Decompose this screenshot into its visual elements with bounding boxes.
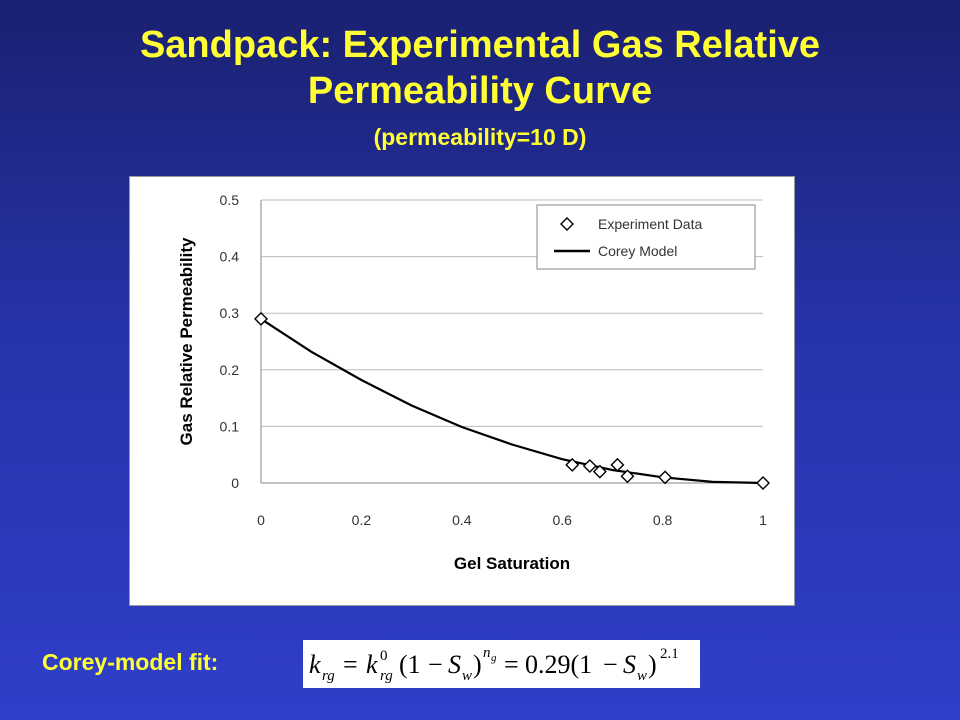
formula-w-sub2: w bbox=[637, 668, 647, 684]
corey-model-line bbox=[260, 317, 764, 485]
legend-box bbox=[536, 204, 756, 270]
formula-minus2: − bbox=[603, 650, 618, 679]
fit-label: Corey-model fit: bbox=[42, 649, 219, 675]
x-tick-label: 0.8 bbox=[653, 512, 673, 528]
formula-n-sup: n bbox=[483, 645, 491, 661]
formula-S1: S bbox=[448, 650, 461, 679]
legend-marker-experiment bbox=[560, 217, 574, 231]
y-tick-label: 0.4 bbox=[220, 249, 240, 265]
experiment-data-point bbox=[620, 469, 635, 484]
formula-k0: k bbox=[366, 650, 378, 679]
experiment-data-point bbox=[254, 311, 268, 326]
formula-rg-sub2: rg bbox=[380, 668, 393, 684]
x-tick-label: 0.2 bbox=[352, 512, 372, 528]
y-tick-label: 0.1 bbox=[220, 418, 240, 434]
experiment-data-point bbox=[610, 457, 625, 472]
permeability-chart: 0 0.1 0.2 0.3 0.4 0.5 0 0.2 0.4 0.6 0.8 1 Gel Satura… bbox=[177, 192, 770, 573]
x-axis-title: Gel Saturation bbox=[454, 554, 570, 573]
formula-w-sub1: w bbox=[462, 668, 472, 684]
formula-rg-sub: rg bbox=[322, 668, 335, 684]
slide-title-line2: Permeability Curve bbox=[307, 70, 653, 112]
formula-S2: S bbox=[623, 650, 636, 679]
formula-coef: 0.29(1 bbox=[525, 650, 592, 679]
chart-panel: 0 0.1 0.2 0.3 0.4 0.5 0 0.2 0.4 0.6 0.8 1 Gel Satura… bbox=[129, 176, 795, 606]
formula-close2: ) bbox=[648, 650, 657, 679]
formula-zero-sup: 0 bbox=[380, 648, 388, 664]
x-tick-label: 0.4 bbox=[452, 512, 472, 528]
x-tick-label: 0.6 bbox=[552, 512, 572, 528]
legend-label-experiment: Experiment Data bbox=[598, 216, 702, 232]
x-tick-label: 1 bbox=[759, 512, 767, 528]
y-tick-label: 0 bbox=[231, 475, 239, 491]
formula-svg: k rg = k 0 rg (1 − S w ) n g = 0.29(1 − … bbox=[309, 645, 679, 684]
experiment-data-point bbox=[565, 457, 580, 472]
y-tick-label: 0.5 bbox=[220, 192, 240, 208]
slide-title-line1: Sandpack: Experimental Gas Relative bbox=[139, 24, 821, 66]
formula-paren1: (1 bbox=[399, 650, 421, 679]
y-axis-title: Gas Relative Permeability bbox=[177, 237, 196, 445]
formula-eq1: = bbox=[343, 650, 358, 679]
experiment-data-point bbox=[658, 470, 673, 485]
formula-exp-sup: 2.1 bbox=[660, 646, 679, 662]
slide-subtitle: (permeability=10 D) bbox=[373, 124, 587, 150]
formula-k: k bbox=[309, 650, 321, 679]
formula-eq2: = bbox=[504, 650, 519, 679]
experiment-data-point bbox=[582, 459, 597, 474]
formula-close1: ) bbox=[473, 650, 482, 679]
y-tick-label: 0.2 bbox=[220, 362, 240, 378]
formula-g-sub: g bbox=[491, 652, 497, 664]
experiment-data-point bbox=[592, 464, 607, 479]
experiment-data-point bbox=[756, 476, 770, 490]
x-tick-label: 0 bbox=[257, 512, 265, 528]
formula-minus1: − bbox=[428, 650, 443, 679]
slide-title: Sandpack: Experimental Gas Relative Perm… bbox=[0, 22, 960, 114]
corey-formula: k rg = k 0 rg (1 − S w ) n g = 0.29(1 − … bbox=[303, 640, 700, 688]
y-tick-label: 0.3 bbox=[220, 305, 240, 321]
legend-label-corey: Corey Model bbox=[598, 243, 677, 259]
